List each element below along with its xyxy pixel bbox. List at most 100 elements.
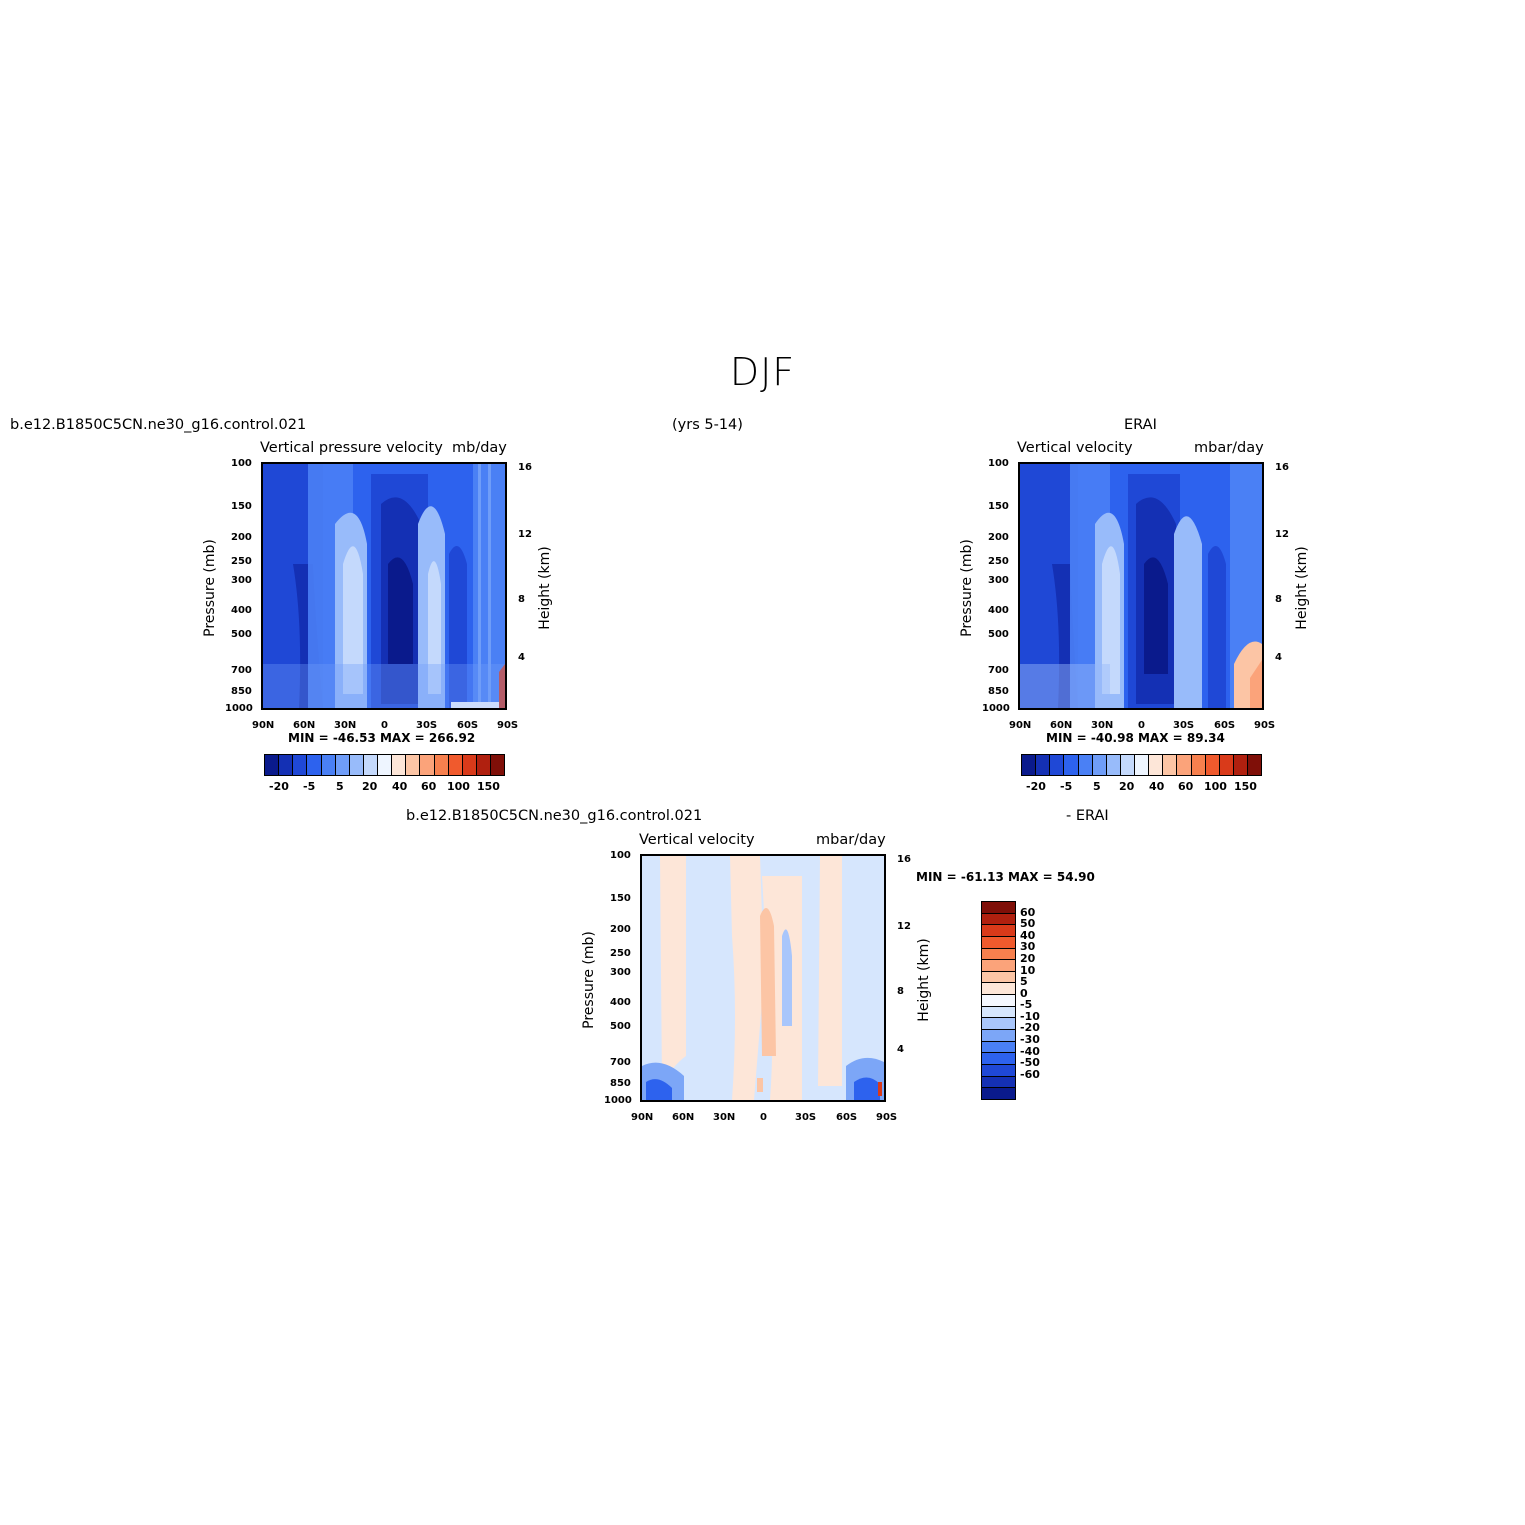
diff-xtick: 90N <box>631 1112 654 1123</box>
model-minmax: MIN = -46.53 MAX = 266.92 <box>288 731 476 745</box>
obs-ylabel-right: Height (km) <box>1294 546 1310 630</box>
diff-ytick: 400 <box>610 997 631 1008</box>
colorbar-swatch <box>1092 755 1107 775</box>
obs-ytick: 500 <box>988 629 1009 640</box>
model-cbar-label: 150 <box>477 780 500 793</box>
colorbar-swatch <box>1078 755 1093 775</box>
diff-xtick: 0 <box>760 1112 767 1123</box>
diff-subtitle-left: Vertical velocity <box>639 832 755 848</box>
colorbar-swatch <box>462 755 477 775</box>
colorbar-swatch <box>392 755 407 775</box>
colorbar-swatch <box>491 755 505 775</box>
obs-htick: 16 <box>1275 462 1289 473</box>
colorbar-swatch <box>1022 755 1037 775</box>
model-cbar-label: -20 <box>269 780 289 793</box>
obs-minmax: MIN = -40.98 MAX = 89.34 <box>1046 731 1225 745</box>
colorbar-swatch <box>1233 755 1248 775</box>
diff-ytick: 200 <box>610 924 631 935</box>
obs-xtick: 90S <box>1254 720 1276 731</box>
model-xtick: 30S <box>416 720 438 731</box>
colorbar-swatch <box>982 925 1015 937</box>
model-colorbar <box>264 754 505 776</box>
case-name: b.e12.B1850C5CN.ne30_g16.control.021 <box>10 417 307 433</box>
colorbar-swatch <box>1036 755 1051 775</box>
colorbar-swatch <box>307 755 322 775</box>
model-ytick: 250 <box>231 556 252 567</box>
obs-name: ERAI <box>1124 417 1157 433</box>
diff-colorbar <box>981 901 1016 1100</box>
colorbar-swatch <box>448 755 463 775</box>
diff-minmax: MIN = -61.13 MAX = 54.90 <box>916 870 1095 884</box>
colorbar-swatch <box>982 936 1015 949</box>
diff-ytick: 150 <box>610 893 631 904</box>
obs-subtitle-left: Vertical velocity <box>1017 440 1133 456</box>
diff-cbar-label: 40 <box>1020 928 1036 942</box>
diff-cbar-label: 20 <box>1020 951 1036 965</box>
diff-xtick: 60S <box>836 1112 858 1123</box>
obs-ytick: 700 <box>988 665 1009 676</box>
diff-ytick: 850 <box>610 1078 631 1089</box>
colorbar-swatch <box>420 755 435 775</box>
model-cbar-label: 20 <box>362 780 378 793</box>
colorbar-swatch <box>321 755 336 775</box>
diff-ytick: 300 <box>610 967 631 978</box>
model-htick: 16 <box>518 462 532 473</box>
model-cbar-label: 40 <box>392 780 408 793</box>
colorbar-swatch <box>1135 755 1150 775</box>
diff-ytick: 250 <box>610 948 631 959</box>
colorbar-swatch <box>265 755 280 775</box>
model-ytick: 850 <box>231 686 252 697</box>
model-xtick: 60S <box>457 720 479 731</box>
colorbar-swatch <box>982 960 1015 972</box>
obs-htick: 8 <box>1275 594 1282 605</box>
diff-ytick: 500 <box>610 1021 631 1032</box>
colorbar-swatch <box>982 1018 1015 1031</box>
colorbar-swatch <box>349 755 364 775</box>
diff-cbar-label: 60 <box>1020 905 1036 919</box>
diff-xtick: 90S <box>876 1112 898 1123</box>
model-xtick: 30N <box>334 720 357 731</box>
colorbar-swatch <box>982 983 1015 996</box>
diff-cbar-label: -20 <box>1020 1021 1040 1035</box>
model-ytick: 400 <box>231 605 252 616</box>
model-cbar-label: -5 <box>303 780 316 793</box>
diff-contour-svg <box>642 856 884 1100</box>
colorbar-swatch <box>982 1030 1015 1042</box>
obs-contour-plot <box>1018 462 1264 710</box>
model-ytick: 700 <box>231 665 252 676</box>
years-label: (yrs 5-14) <box>672 417 743 433</box>
model-cbar-label: 100 <box>447 780 470 793</box>
colorbar-swatch <box>1219 755 1234 775</box>
diff-contour-plot <box>640 854 886 1102</box>
colorbar-swatch <box>335 755 350 775</box>
colorbar-swatch <box>378 755 393 775</box>
model-ytick: 300 <box>231 575 252 586</box>
model-xtick: 60N <box>293 720 316 731</box>
diff-subtitle-right: mbar/day <box>816 832 886 848</box>
diff-cbar-label: -40 <box>1020 1044 1040 1058</box>
model-ytick: 500 <box>231 629 252 640</box>
diff-cbar-label: -60 <box>1020 1067 1040 1081</box>
obs-ytick: 150 <box>988 501 1009 512</box>
colorbar-swatch <box>293 755 308 775</box>
page-title: DJF <box>729 350 796 394</box>
diff-htick: 4 <box>897 1044 904 1055</box>
model-contour-plot <box>261 462 507 710</box>
colorbar-swatch <box>406 755 421 775</box>
colorbar-swatch <box>1064 755 1079 775</box>
colorbar-swatch <box>982 1006 1015 1019</box>
diff-cbar-label: -30 <box>1020 1033 1040 1047</box>
model-ytick: 100 <box>231 458 252 469</box>
colorbar-swatch <box>1163 755 1178 775</box>
model-subtitle-right: mb/day <box>452 440 507 456</box>
colorbar-swatch <box>1191 755 1206 775</box>
model-cbar-label: 60 <box>421 780 437 793</box>
diff-cbar-label: 50 <box>1020 917 1036 931</box>
diff-ylabel: Pressure (mb) <box>581 931 597 1029</box>
colorbar-swatch <box>982 1041 1015 1054</box>
model-xtick: 0 <box>381 720 388 731</box>
colorbar-swatch <box>982 995 1015 1007</box>
diff-case-name: b.e12.B1850C5CN.ne30_g16.control.021 <box>406 808 703 824</box>
colorbar-swatch <box>1149 755 1164 775</box>
model-ytick: 150 <box>231 501 252 512</box>
